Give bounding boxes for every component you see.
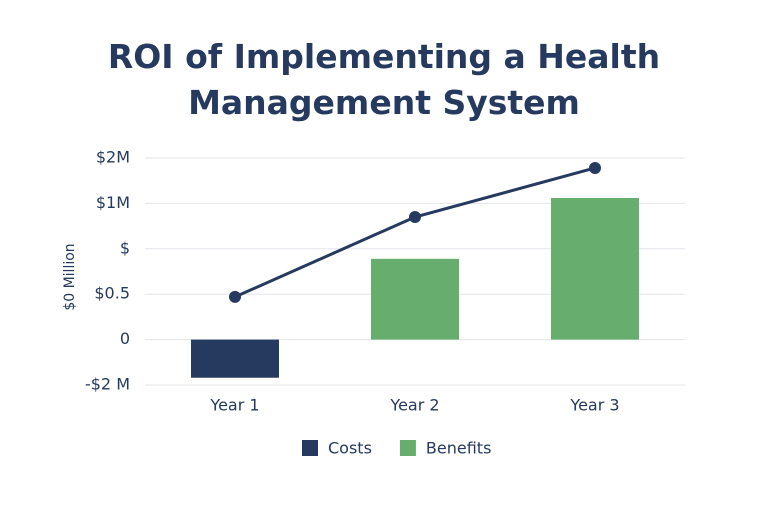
line-point <box>409 211 421 224</box>
y-tick-label: $2M <box>96 148 130 167</box>
bar <box>371 258 459 340</box>
y-tick-label: $0.5 <box>94 284 130 303</box>
y-axis-label: $0 Million <box>62 243 78 310</box>
y-tick-label: $1M <box>96 193 130 212</box>
x-tick-label: Year 1 <box>209 396 259 415</box>
line-point <box>229 290 241 303</box>
x-tick-label: Year 2 <box>389 396 439 415</box>
y-tick-label: $ <box>120 238 130 257</box>
x-tick-label: Year 3 <box>569 396 619 415</box>
chart-title: ROI of Implementing a Health Management … <box>107 37 661 122</box>
legend-swatch <box>302 440 318 456</box>
legend-label: Benefits <box>426 439 492 458</box>
y-tick-label: -$2 M <box>85 375 130 394</box>
legend-label: Costs <box>328 439 372 458</box>
legend-swatch <box>399 440 416 456</box>
y-tick-label: 0 <box>120 329 130 348</box>
line-point <box>589 161 601 174</box>
bar <box>551 197 639 340</box>
bar <box>191 339 279 378</box>
